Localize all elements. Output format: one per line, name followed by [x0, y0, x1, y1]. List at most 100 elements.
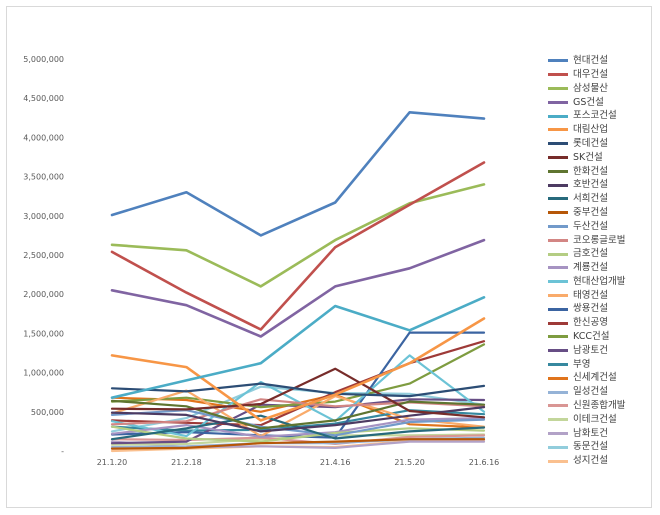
y-tick-label: 5,000,000 [23, 55, 64, 64]
y-tick-label: 1,500,000 [23, 329, 64, 338]
legend-swatch [548, 349, 568, 353]
legend-item: GS건설 [548, 95, 652, 109]
y-tick-label: 1,000,000 [23, 369, 64, 378]
legend-label: 계룡건설 [573, 262, 608, 274]
legend-label: 한신공영 [573, 317, 608, 329]
series-line [110, 409, 486, 437]
legend-swatch [548, 224, 568, 228]
y-tick-label: 2,500,000 [23, 251, 64, 260]
series-line [110, 295, 486, 400]
legend-swatch [548, 307, 568, 311]
legend-label: 쌍용건설 [573, 303, 608, 315]
legend-swatch [548, 280, 568, 284]
legend-swatch [548, 86, 568, 90]
legend-swatch [548, 404, 568, 408]
legend-item: KCC건설 [548, 330, 652, 344]
x-tick-label: 21.3.18 [246, 458, 277, 467]
legend-swatch [548, 459, 568, 463]
legend-label: 부영 [573, 358, 591, 370]
legend-label: 코오롱글로벌 [573, 234, 626, 246]
series-line [110, 382, 486, 398]
legend-item: 삼성물산 [548, 82, 652, 96]
legend-item: 신원종합개발 [548, 399, 652, 413]
legend-item: 신세계건설 [548, 371, 652, 385]
series-line [110, 385, 486, 433]
legend-label: 두산건설 [573, 220, 608, 232]
x-tick-label: 21.1.20 [97, 458, 128, 467]
y-tick-label: 4,500,000 [23, 94, 64, 103]
x-tick-label: 21.6.16 [469, 458, 500, 467]
legend-label: 일성건설 [573, 386, 608, 398]
x-tick-label: 21.5.20 [394, 458, 425, 467]
y-tick-label: 4,000,000 [23, 133, 64, 142]
legend-swatch [548, 362, 568, 366]
legend-item: SK건설 [548, 151, 652, 165]
y-tick-label: 500,000 [31, 408, 64, 417]
legend-item: 한신공영 [548, 316, 652, 330]
series-line [110, 111, 486, 237]
legend-label: SK건설 [573, 151, 603, 163]
series-line [110, 434, 486, 445]
legend-label: 동문건설 [573, 441, 608, 453]
legend-label: 이테크건설 [573, 413, 617, 425]
legend-item: 롯데건설 [548, 137, 652, 151]
legend-label: 태영건설 [573, 289, 608, 301]
series-line [110, 399, 486, 430]
legend-label: 현대산업개발 [573, 275, 626, 287]
series-line [110, 317, 486, 422]
series-lines [110, 111, 486, 453]
legend-item: 현대건설 [548, 54, 652, 68]
legend-item: 대림산업 [548, 123, 652, 137]
legend-label: 성지건설 [573, 455, 608, 467]
legend-item: 남광토건 [548, 344, 652, 358]
series-line [110, 354, 486, 438]
legend-item: 현대산업개발 [548, 275, 652, 289]
legend-swatch [548, 73, 568, 77]
legend-item: 금호건설 [548, 247, 652, 261]
series-line [110, 343, 486, 409]
legend-item: 포스코건설 [548, 109, 652, 123]
legend-swatch [548, 114, 568, 118]
legend-label: 삼성물산 [573, 82, 608, 94]
legend-swatch [548, 321, 568, 325]
legend-item: 코오롱글로벌 [548, 233, 652, 247]
y-axis: - 500,000 1,000,000 1,500,000 2,000,000 2,500… [23, 55, 64, 456]
legend-item: 대우건설 [548, 68, 652, 82]
legend-swatch [548, 59, 568, 63]
line-chart: - 500,000 1,000,000 1,500,000 2,000,000 2,500… [23, 55, 500, 467]
legend-item: 중부건설 [548, 206, 652, 220]
x-axis: 21.1.20 21.2.18 21.3.18 21.4.16 21.5.20 21.6.… [97, 458, 500, 467]
series-line [110, 414, 486, 441]
legend-swatch [548, 128, 568, 132]
legend-label: 서희건설 [573, 193, 608, 205]
legend-swatch [548, 197, 568, 201]
legend-label: GS건설 [573, 96, 604, 108]
legend-swatch [548, 431, 568, 435]
legend-swatch [548, 100, 568, 104]
legend-swatch [548, 142, 568, 146]
legend-item: 이테크건설 [548, 413, 652, 427]
legend-swatch [548, 266, 568, 270]
legend-label: 남광토건 [573, 344, 608, 356]
series-line [110, 417, 486, 438]
legend-swatch [548, 238, 568, 242]
legend-swatch [548, 376, 568, 380]
legend-item: 호반건설 [548, 178, 652, 192]
legend-label: 현대건설 [573, 55, 608, 67]
legend-swatch [548, 418, 568, 422]
legend-label: 호반건설 [573, 179, 608, 191]
x-tick-label: 21.4.16 [320, 458, 351, 467]
series-line [110, 238, 486, 338]
legend-swatch [548, 252, 568, 256]
legend-label: 롯데건설 [573, 137, 608, 149]
legend-label: 한화건설 [573, 165, 608, 177]
y-tick-label: - [61, 447, 64, 456]
legend-item: 동문건설 [548, 440, 652, 454]
legend-swatch [548, 211, 568, 215]
legend-item: 서희건설 [548, 192, 652, 206]
y-tick-label: 3,000,000 [23, 212, 64, 221]
y-tick-label: 3,500,000 [23, 173, 64, 182]
legend-item: 계룡건설 [548, 261, 652, 275]
legend-swatch [548, 390, 568, 394]
